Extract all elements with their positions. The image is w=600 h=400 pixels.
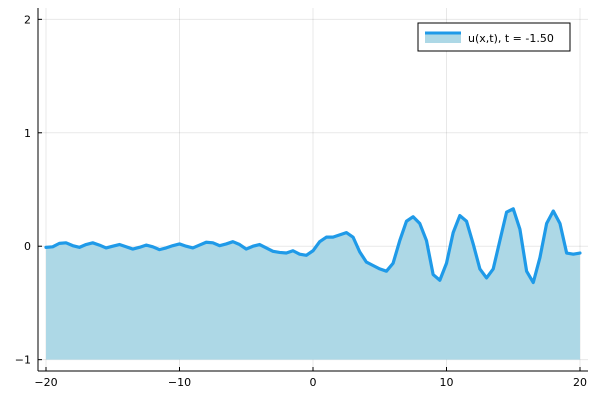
y-tick-label: −1 xyxy=(15,354,31,367)
y-tick-label: 0 xyxy=(24,240,31,253)
series-line xyxy=(44,207,582,285)
y-tick-label: 1 xyxy=(24,127,31,140)
legend: u(x,t), t = -1.50 xyxy=(417,22,571,52)
x-tick-label: −20 xyxy=(34,376,57,389)
series-area-fill xyxy=(46,208,580,360)
legend-label: u(x,t), t = -1.50 xyxy=(468,32,554,45)
x-tick-label: 10 xyxy=(439,376,453,389)
legend-swatch-fill xyxy=(425,32,461,43)
x-tick-label: −10 xyxy=(168,376,191,389)
y-tick-label: 2 xyxy=(24,13,31,26)
x-tick-label: 20 xyxy=(573,376,587,389)
x-tick-label: 0 xyxy=(310,376,317,389)
